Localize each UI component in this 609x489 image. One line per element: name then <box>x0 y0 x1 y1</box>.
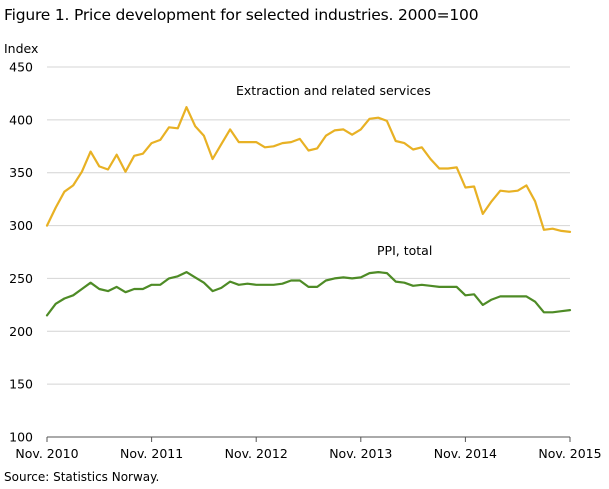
series-line-ppi <box>45 271 572 317</box>
series-lines <box>45 106 572 317</box>
annotation-ppi: PPI, total <box>377 243 432 258</box>
y-tick-label: 200 <box>9 324 33 339</box>
y-tick-label: 450 <box>9 60 33 75</box>
y-tick-label: 250 <box>9 271 33 286</box>
x-tick-label: Nov. 2013 <box>329 446 392 461</box>
y-axis-label: Index <box>4 41 38 56</box>
x-tick-label: Nov. 2010 <box>15 446 78 461</box>
x-tick-label: Nov. 2015 <box>538 446 601 461</box>
y-tick-label: 400 <box>9 112 33 127</box>
y-tick-label: 350 <box>9 165 33 180</box>
figure-title: Figure 1. Price development for selected… <box>4 6 479 24</box>
x-axis: Nov. 2010 Nov. 2011 Nov. 2012 Nov. 2013 Nov.… <box>15 436 602 461</box>
x-tick-label: Nov. 2011 <box>120 446 183 461</box>
series-line-extraction <box>45 106 572 233</box>
y-tick-label: 150 <box>9 377 33 392</box>
gridlines <box>47 66 570 385</box>
annotation-extraction: Extraction and related services <box>236 83 431 98</box>
source-note: Source: Statistics Norway. <box>4 470 160 484</box>
x-tick-label: Nov. 2012 <box>225 446 288 461</box>
y-tick-label: 300 <box>9 218 33 233</box>
x-tick-label: Nov. 2014 <box>434 446 497 461</box>
y-tick-label: 100 <box>9 430 33 445</box>
annotations: Extraction and related services PPI, tota… <box>236 83 432 258</box>
y-tick-labels: 100 150 200 250 300 350 400 450 <box>9 60 33 445</box>
